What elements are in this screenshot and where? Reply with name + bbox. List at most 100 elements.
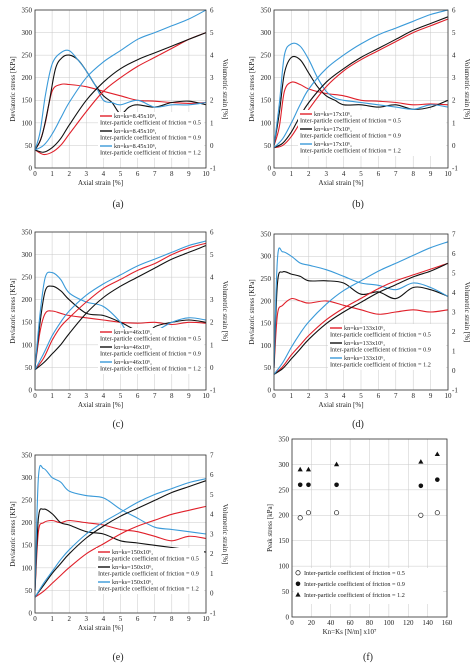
data-point-triangle bbox=[297, 466, 303, 472]
legend-entry-line: Inter-particle coefficient of friction =… bbox=[330, 347, 431, 354]
legend-entry-line: kn=ks=17x10⁶, bbox=[314, 126, 352, 133]
x-tick-label: 160 bbox=[442, 619, 453, 627]
x-axis-label: Axial strain [%] bbox=[78, 179, 123, 187]
x-axis-label: Axial strain [%] bbox=[318, 401, 363, 409]
x-tick-label: 40 bbox=[327, 619, 335, 627]
x-tick-label: 10 bbox=[203, 170, 211, 178]
y2-tick-label: 3 bbox=[210, 296, 214, 304]
x-tick-label: 9 bbox=[429, 392, 433, 400]
x-tick-label: 1 bbox=[290, 170, 294, 178]
legend: kn=ks=46x10⁶, Inter-particle coefficient … bbox=[98, 328, 204, 374]
y-tick-label: 150 bbox=[261, 97, 272, 105]
x-tick-label: 4 bbox=[102, 392, 106, 400]
y-tick-label: 50 bbox=[282, 588, 290, 596]
y-tick-label: 100 bbox=[261, 342, 272, 350]
legend-entry-line: kn=ks=8.45x10⁶, bbox=[114, 113, 157, 120]
legend-entry-line: Inter-particle coefficient of friction =… bbox=[100, 135, 201, 142]
series-line-stress-red bbox=[273, 297, 449, 368]
x-tick-label: 10 bbox=[203, 392, 211, 400]
data-point-open-circle bbox=[334, 510, 340, 516]
y2-tick-label: -1 bbox=[210, 386, 216, 394]
series-line-vol-blue bbox=[34, 478, 207, 598]
y-axis-label: Deviatoric stress [KPa] bbox=[248, 56, 256, 121]
x-tick-label: 3 bbox=[85, 615, 89, 623]
legend-entry: kn=ks=150x10⁶, Inter-particle coefficient… bbox=[98, 564, 199, 578]
y2-tick-label: 1 bbox=[210, 570, 214, 578]
x-tick-label: 2 bbox=[307, 170, 311, 178]
x-tick-label: 8 bbox=[411, 392, 415, 400]
x-tick-label: 9 bbox=[429, 170, 433, 178]
y-tick-label: 300 bbox=[22, 29, 33, 37]
y-tick-label: 350 bbox=[261, 6, 272, 14]
y-tick-label: 0 bbox=[268, 386, 272, 394]
y-tick-label: 350 bbox=[22, 228, 33, 236]
x-tick-label: 7 bbox=[153, 615, 157, 623]
x-tick-label: 6 bbox=[377, 392, 381, 400]
legend-entry: Inter-particle coefficient of friction =… bbox=[304, 570, 405, 577]
x-tick-label: 5 bbox=[119, 170, 123, 178]
chart-panel-f: 0 20 40 60 80 100 120 140 160 0 50 100 150 200 250 300 3… bbox=[266, 435, 453, 663]
x-tick-label: 8 bbox=[170, 170, 174, 178]
x-tick-label: 7 bbox=[394, 170, 398, 178]
data-point-triangle bbox=[418, 459, 424, 464]
panel-label: (c) bbox=[112, 419, 123, 430]
legend-entry: kn=ks=8.45x10⁶, Inter-particle coefficien… bbox=[100, 128, 201, 142]
y-tick-label: 50 bbox=[264, 364, 272, 372]
x-tick-label: 1 bbox=[290, 392, 294, 400]
legend-entry-line: Inter-particle coefficient of friction =… bbox=[100, 366, 201, 373]
x-tick-label: 2 bbox=[67, 170, 71, 178]
legend-entry: kn=ks=133x10⁶, Inter-particle coefficient… bbox=[330, 355, 431, 369]
legend-entry-line: kn=ks=17x10⁶, bbox=[314, 141, 352, 148]
x-tick-label: 0 bbox=[33, 170, 37, 178]
y2-tick-label: 7 bbox=[210, 451, 214, 459]
x-axis-label: Axial strain [%] bbox=[78, 401, 123, 409]
series-line-stress-blue bbox=[273, 42, 449, 146]
legend-entry-line: Inter-particle coefficient of friction =… bbox=[300, 148, 401, 155]
x-tick-label: 100 bbox=[384, 619, 395, 627]
legend-entry-line: Inter-particle coefficient of friction =… bbox=[98, 556, 199, 563]
panel-label: (e) bbox=[112, 652, 123, 663]
y-tick-label: 200 bbox=[22, 519, 33, 527]
x-axis-label: Kn=Ks [N/m] x10⁷ bbox=[323, 628, 377, 636]
y2-tick-label: 4 bbox=[210, 511, 214, 519]
y2-tick-label: 0 bbox=[452, 142, 456, 150]
y2-tick-label: 0 bbox=[452, 367, 456, 375]
x-tick-label: 6 bbox=[136, 392, 140, 400]
y2-tick-label: 3 bbox=[210, 530, 214, 538]
legend: kn=ks=150x10⁶, Inter-particle coefficient… bbox=[96, 548, 204, 594]
y-tick-label: 0 bbox=[268, 164, 272, 172]
legend: kn=ks=17x10⁶, Inter-particle coefficient … bbox=[298, 110, 446, 156]
x-tick-label: 5 bbox=[119, 392, 123, 400]
series-line-stress-red bbox=[34, 310, 207, 368]
y-axis-label: Deviatoric stress [KPa] bbox=[9, 56, 17, 121]
y-tick-label: 350 bbox=[279, 435, 290, 443]
y2-tick-label: 2 bbox=[452, 97, 456, 105]
series-line-stress-red bbox=[273, 81, 449, 146]
legend-entry: Inter-particle coefficient of friction =… bbox=[304, 592, 405, 599]
y-tick-label: 0 bbox=[29, 386, 33, 394]
series-line-vol-black bbox=[34, 244, 207, 371]
y-tick-label: 150 bbox=[22, 542, 33, 550]
x-tick-label: 7 bbox=[394, 392, 398, 400]
x-tick-label: 10 bbox=[203, 615, 211, 623]
x-tick-label: 3 bbox=[85, 170, 89, 178]
y2-tick-label: 5 bbox=[452, 29, 456, 37]
x-tick-label: 0 bbox=[33, 392, 37, 400]
x-tick-label: 5 bbox=[119, 615, 123, 623]
x-axis-label: Axial strain [%] bbox=[318, 179, 363, 187]
y2-tick-label: 3 bbox=[452, 308, 456, 316]
legend-marker-filled-circle bbox=[295, 581, 301, 587]
y-tick-label: 0 bbox=[286, 613, 290, 621]
legend-entry-line: Inter-particle coefficient of friction =… bbox=[300, 118, 401, 125]
plot-frame bbox=[34, 231, 207, 391]
y2-tick-label: -1 bbox=[210, 164, 216, 172]
x-tick-label: 140 bbox=[422, 619, 433, 627]
legend-marker-triangle bbox=[295, 592, 301, 597]
y2-tick-label: 2 bbox=[452, 328, 456, 336]
y-tick-label: 300 bbox=[261, 29, 272, 37]
x-tick-label: 2 bbox=[307, 392, 311, 400]
y-tick-label: 200 bbox=[22, 296, 33, 304]
data-point-filled-circle bbox=[418, 483, 424, 489]
y2-tick-label: 1 bbox=[210, 119, 214, 127]
series-line-vol-red bbox=[34, 32, 207, 156]
